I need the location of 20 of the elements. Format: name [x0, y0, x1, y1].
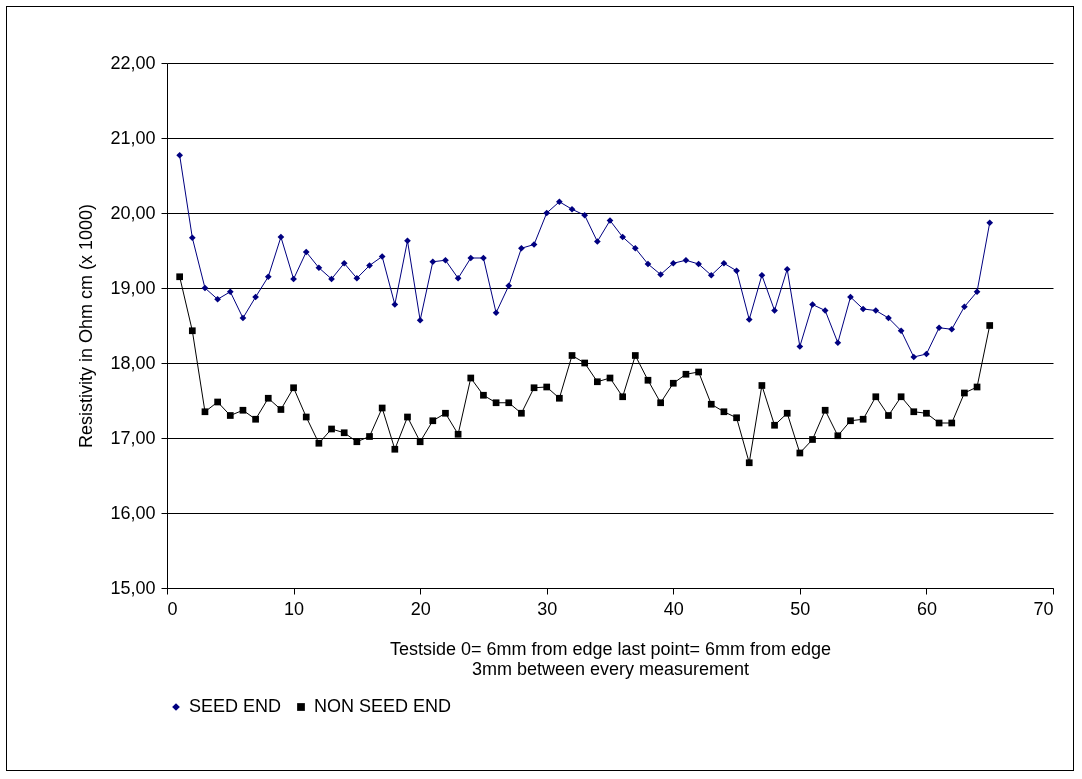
x-tick-label: 40 — [663, 598, 684, 619]
y-tick-label: 21,00 — [110, 127, 156, 148]
y-tick-label: 18,00 — [110, 352, 156, 373]
y-tick-label: 16,00 — [110, 502, 156, 523]
x-tick-label: 70 — [1033, 598, 1054, 619]
x-tick-label: 50 — [790, 598, 811, 619]
legend-label: NON SEED END — [314, 696, 452, 716]
x-tick-label: 20 — [410, 598, 431, 619]
legend-label: SEED END — [189, 696, 282, 716]
x-tick-label: 0 — [167, 598, 178, 619]
y-tick-label: 20,00 — [110, 202, 156, 223]
y-tick-label: 15,00 — [110, 577, 156, 598]
x-tick-label: 30 — [537, 598, 558, 619]
x-tick-label: 10 — [284, 598, 305, 619]
x-axis-title: Testside 0= 6mm from edge last point= 6mm from edge 3mm between every measurement — [389, 638, 832, 679]
y-tick-label: 19,00 — [110, 277, 156, 298]
y-tick-label: 22,00 — [110, 52, 156, 73]
y-tick-label: 17,00 — [110, 427, 156, 448]
y-axis-title: Resistivity in Ohm cm (x 1000) — [76, 203, 97, 449]
x-tick-label: 60 — [916, 598, 937, 619]
